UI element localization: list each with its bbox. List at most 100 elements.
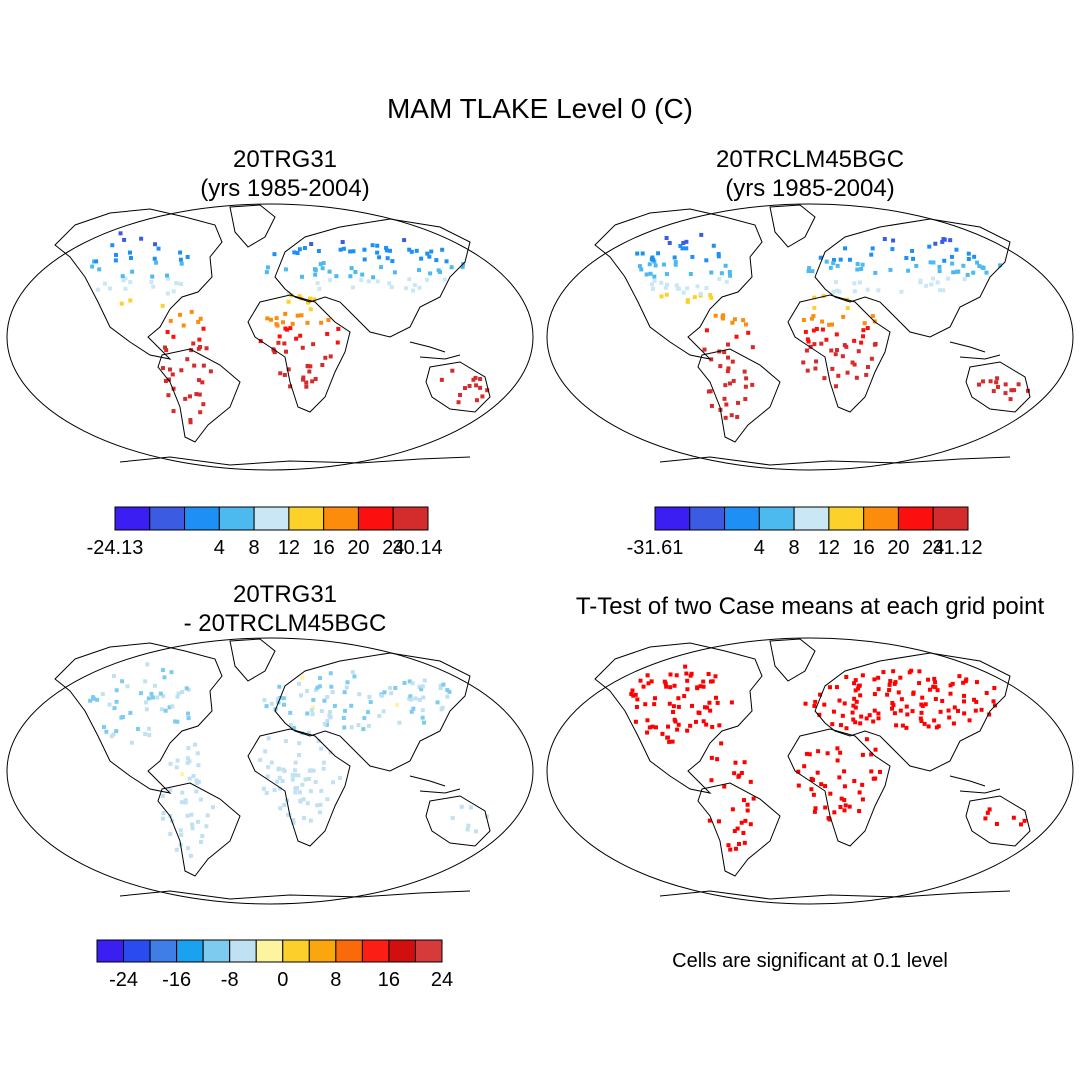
grid-cell bbox=[309, 242, 314, 247]
grid-cell bbox=[194, 789, 199, 794]
grid-cell bbox=[692, 295, 697, 300]
grid-cell bbox=[440, 705, 445, 710]
grid-cell bbox=[865, 326, 870, 331]
grid-cell bbox=[288, 384, 293, 389]
grid-cell bbox=[342, 725, 347, 730]
colorbar-3-label: 24 bbox=[431, 969, 453, 991]
grid-cell bbox=[178, 312, 183, 317]
grid-cell bbox=[864, 737, 869, 742]
grid-cell bbox=[176, 691, 181, 696]
colorbar-1-swatch-3 bbox=[218, 506, 255, 531]
grid-cell bbox=[313, 272, 318, 277]
colorbar-1-swatch-0 bbox=[114, 506, 151, 531]
grid-cell bbox=[322, 722, 327, 727]
grid-cell bbox=[420, 715, 425, 720]
grid-cell bbox=[806, 269, 811, 274]
grid-cell bbox=[718, 364, 723, 369]
grid-cell bbox=[918, 716, 923, 721]
grid-cell bbox=[961, 263, 966, 268]
grid-cell bbox=[168, 832, 173, 837]
grid-cell bbox=[931, 684, 936, 689]
grid-cell bbox=[345, 680, 350, 685]
grid-cell bbox=[195, 819, 200, 824]
grid-cell bbox=[183, 396, 188, 401]
grid-cell bbox=[898, 675, 903, 680]
grid-cell bbox=[851, 717, 856, 722]
grid-cell bbox=[178, 281, 183, 286]
grid-cell bbox=[421, 695, 426, 700]
grid-cell bbox=[635, 697, 640, 702]
panel-4-title: T-Test of two Case means at each grid po… bbox=[575, 593, 1045, 620]
grid-cell bbox=[861, 328, 866, 333]
grid-cell bbox=[283, 739, 288, 744]
colorbar-3-label: -24 bbox=[109, 969, 138, 991]
grid-cell bbox=[726, 342, 731, 347]
grid-cell bbox=[468, 805, 473, 810]
grid-cell bbox=[297, 790, 302, 795]
grid-cell bbox=[910, 709, 915, 714]
grid-cell bbox=[350, 285, 355, 290]
grid-cell bbox=[119, 301, 124, 306]
grid-cell bbox=[170, 704, 175, 709]
grid-cell bbox=[813, 699, 818, 704]
grid-cell bbox=[149, 691, 154, 696]
grid-cell bbox=[274, 779, 279, 784]
grid-cell bbox=[149, 280, 154, 285]
grid-cell bbox=[836, 373, 841, 378]
grid-cell bbox=[728, 273, 733, 278]
grid-cell bbox=[185, 760, 190, 765]
grid-cell bbox=[167, 367, 172, 372]
grid-cell bbox=[911, 256, 916, 261]
grid-cell bbox=[950, 261, 955, 266]
grid-cell bbox=[314, 688, 319, 693]
grid-cell bbox=[264, 704, 269, 709]
grid-cell bbox=[693, 719, 698, 724]
grid-cell bbox=[715, 757, 720, 762]
grid-cell bbox=[818, 255, 823, 260]
grid-cell bbox=[847, 257, 852, 262]
grid-cell bbox=[965, 272, 970, 277]
grid-cell bbox=[734, 334, 739, 339]
grid-cell bbox=[695, 284, 700, 289]
grid-cell bbox=[842, 784, 847, 789]
grid-cell bbox=[300, 274, 305, 279]
colorbar-2-swatch-7 bbox=[897, 506, 934, 531]
grid-cell bbox=[869, 769, 874, 774]
grid-cell bbox=[724, 279, 729, 284]
grid-cell bbox=[856, 686, 861, 691]
grid-cell bbox=[316, 249, 321, 254]
grid-cell bbox=[311, 768, 316, 773]
grid-cell bbox=[313, 376, 318, 381]
grid-cell bbox=[827, 817, 832, 822]
grid-cell bbox=[937, 264, 942, 269]
grid-cell bbox=[833, 384, 838, 389]
lake-temperature-cells-case2 bbox=[635, 232, 1031, 420]
grid-cell bbox=[160, 816, 165, 821]
grid-cell bbox=[100, 692, 105, 697]
grid-cell bbox=[362, 247, 367, 252]
grid-cell bbox=[188, 853, 193, 858]
grid-cell bbox=[171, 386, 176, 391]
grid-cell bbox=[438, 686, 443, 691]
grid-cell bbox=[174, 847, 179, 852]
grid-cell bbox=[837, 698, 842, 703]
grid-cell bbox=[265, 265, 270, 270]
grid-cell bbox=[801, 360, 806, 365]
grid-cell bbox=[315, 685, 320, 690]
grid-cell bbox=[194, 392, 199, 397]
grid-cell bbox=[478, 377, 483, 382]
grid-cell bbox=[179, 800, 184, 805]
grid-cell bbox=[980, 265, 985, 270]
grid-cell bbox=[812, 305, 817, 310]
grid-cell bbox=[301, 375, 306, 380]
grid-cell bbox=[697, 711, 702, 716]
grid-cell bbox=[166, 377, 171, 382]
colorbar-1-swatch-8 bbox=[392, 506, 429, 531]
grid-cell bbox=[283, 311, 288, 316]
grid-cell bbox=[992, 685, 997, 690]
panel-2-title: 20TRCLM45BGC (yrs 1985-2004) bbox=[655, 145, 965, 203]
grid-cell bbox=[264, 270, 269, 275]
grid-cell bbox=[321, 261, 326, 266]
grid-cell bbox=[299, 313, 304, 318]
grid-cell bbox=[164, 273, 169, 278]
